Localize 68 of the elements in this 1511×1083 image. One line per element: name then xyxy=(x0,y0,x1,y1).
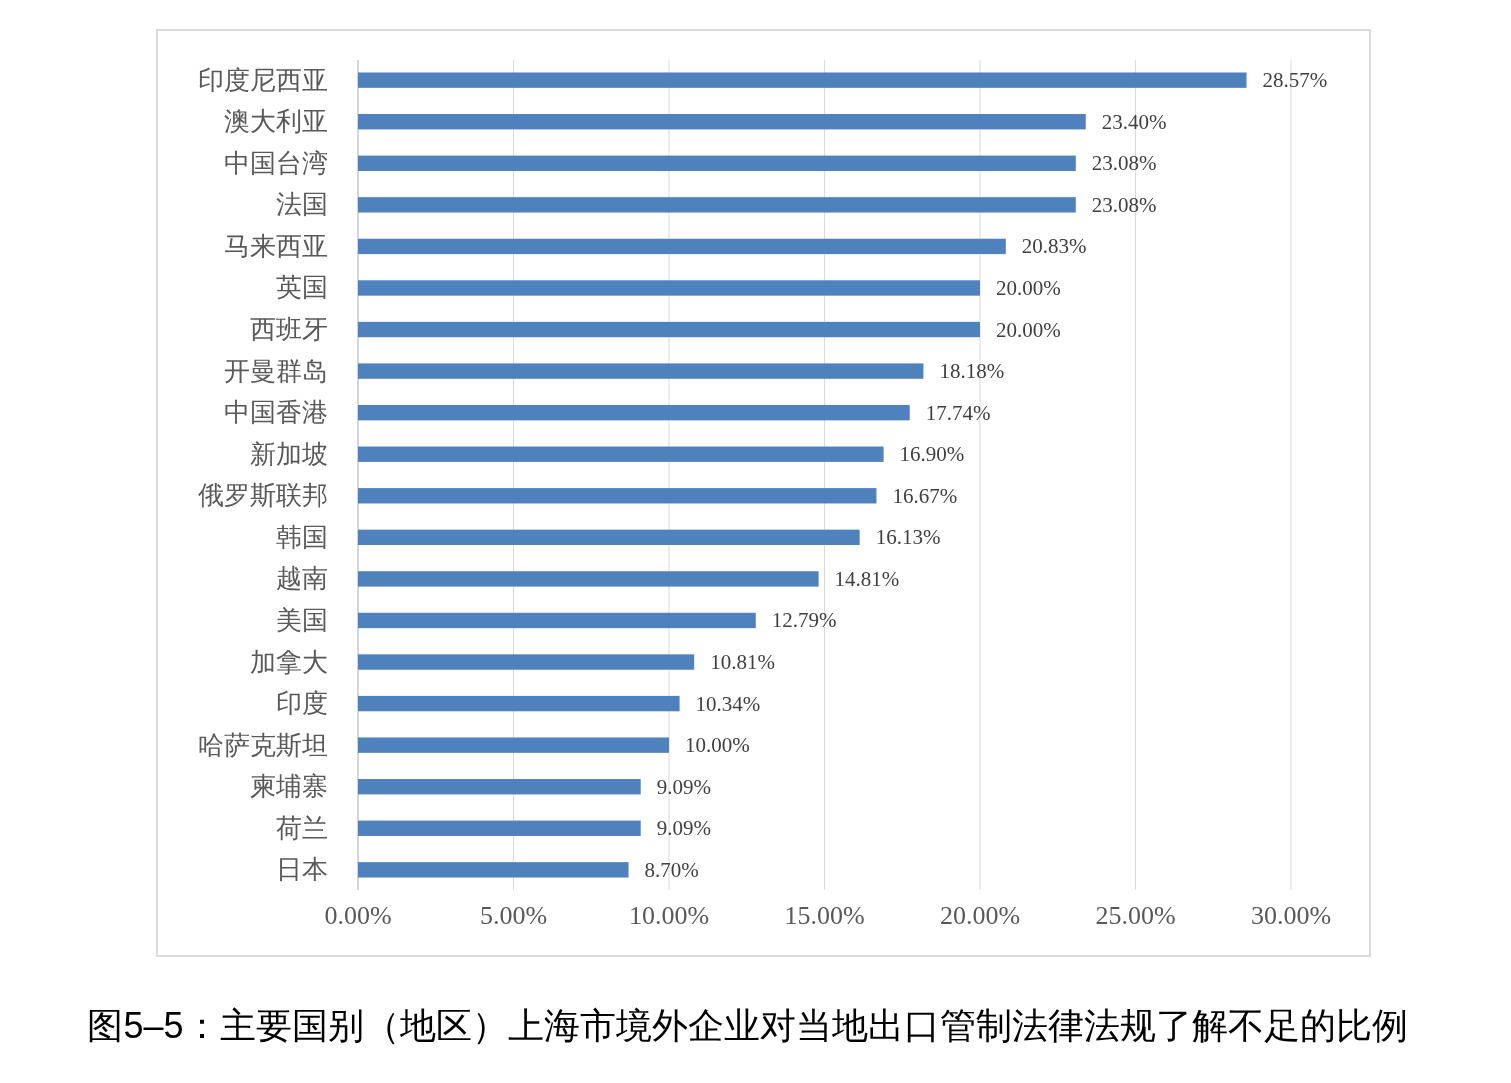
y-tick-label: 法国 xyxy=(276,190,328,220)
data-label: 10.34% xyxy=(695,691,761,716)
y-tick-label: 美国 xyxy=(276,605,328,635)
data-label: 20.00% xyxy=(996,275,1061,300)
caption: 图5–5：主要国别（地区）上海市境外企业对当地出口管制法律法规了解不足的比例 xyxy=(87,1005,1408,1046)
bar xyxy=(358,571,819,587)
bar xyxy=(358,404,910,421)
data-label: 9.09% xyxy=(656,816,711,841)
data-label: 12.79% xyxy=(771,608,837,633)
y-tick-label: 中国香港 xyxy=(224,398,328,428)
y-tick-label: 越南 xyxy=(276,564,328,594)
y-tick-label: 西班牙 xyxy=(250,315,328,345)
bar xyxy=(358,280,980,296)
bar xyxy=(358,114,1086,130)
y-tick-label: 哈萨克斯坦 xyxy=(198,730,328,760)
y-tick-label: 中国台湾 xyxy=(224,148,328,178)
bar xyxy=(358,737,669,753)
bar xyxy=(358,321,980,338)
data-label: 10.00% xyxy=(685,733,750,758)
y-tick-label: 加拿大 xyxy=(250,647,328,677)
bar xyxy=(358,654,695,670)
data-label: 17.74% xyxy=(925,400,991,425)
data-label: 20.83% xyxy=(1021,234,1087,259)
y-tick-label: 印度 xyxy=(276,689,328,719)
x-tick-label: 5.00% xyxy=(479,901,548,930)
bar xyxy=(358,238,1006,255)
y-tick-label: 新加坡 xyxy=(250,439,328,469)
data-label: 23.40% xyxy=(1101,109,1167,134)
data-label: 14.81% xyxy=(834,566,900,591)
y-tick-label: 韩国 xyxy=(276,522,328,552)
bar xyxy=(358,488,877,504)
bar xyxy=(358,820,641,836)
bar xyxy=(358,363,924,379)
data-label: 10.81% xyxy=(710,650,775,675)
x-tick-label: 20.00% xyxy=(939,901,1021,930)
x-tick-label: 0.00% xyxy=(324,901,392,930)
bar xyxy=(358,446,884,462)
y-tick-label: 英国 xyxy=(276,273,328,303)
y-tick-label: 荷兰 xyxy=(276,813,328,843)
y-tick-label: 澳大利亚 xyxy=(224,107,328,137)
bar xyxy=(358,862,629,878)
bar xyxy=(358,779,641,795)
data-label: 16.13% xyxy=(875,525,941,550)
y-tick-label: 印度尼西亚 xyxy=(198,65,328,95)
y-tick-label: 开曼群岛 xyxy=(224,356,328,386)
x-tick-label: 30.00% xyxy=(1250,901,1332,930)
data-label: 8.70% xyxy=(644,857,699,882)
data-label: 16.67% xyxy=(892,483,958,508)
data-label: 18.18% xyxy=(939,359,1005,384)
data-label: 16.90% xyxy=(899,442,965,467)
bar xyxy=(358,72,1247,88)
bar xyxy=(358,612,756,629)
bar xyxy=(358,197,1076,213)
y-tick-label: 柬埔寨 xyxy=(250,772,328,802)
data-label: 23.08% xyxy=(1091,192,1157,217)
x-tick-label: 10.00% xyxy=(628,901,710,930)
y-tick-label: 俄罗斯联邦 xyxy=(198,481,328,511)
bar xyxy=(358,529,860,546)
x-tick-label: 15.00% xyxy=(784,901,865,930)
bar xyxy=(358,695,680,712)
bar xyxy=(358,155,1076,171)
x-tick-label: 25.00% xyxy=(1095,901,1176,930)
y-tick-label: 马来西亚 xyxy=(224,231,328,261)
data-label: 20.00% xyxy=(996,317,1061,342)
data-label: 23.08% xyxy=(1091,151,1157,176)
data-label: 9.09% xyxy=(656,774,711,799)
y-tick-label: 日本 xyxy=(276,855,328,885)
data-label: 28.57% xyxy=(1262,68,1328,93)
